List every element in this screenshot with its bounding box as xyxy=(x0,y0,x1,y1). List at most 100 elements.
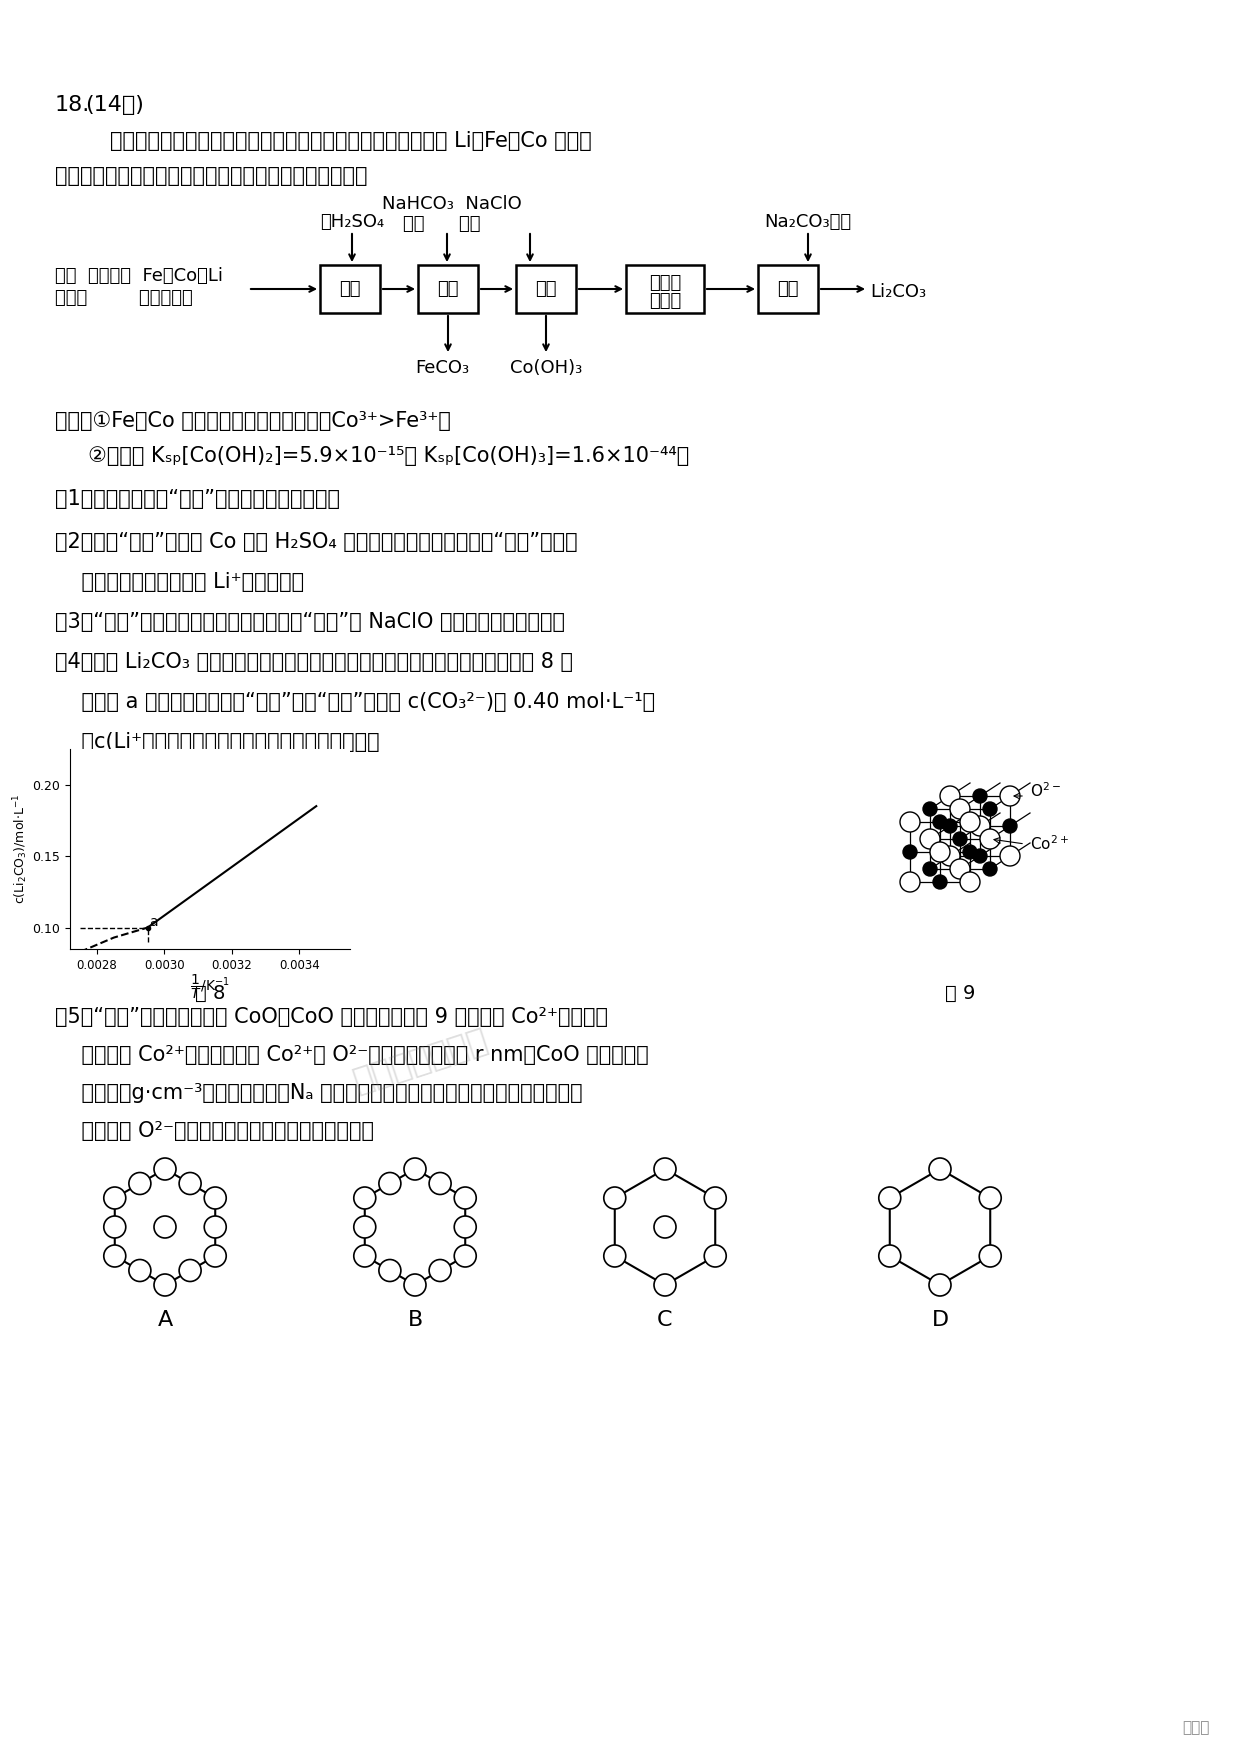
Circle shape xyxy=(973,789,987,803)
Text: （1）写出一种提高“酸浸”浸出率的途径＿＿＿。: （1）写出一种提高“酸浸”浸出率的途径＿＿＿。 xyxy=(55,489,340,509)
Circle shape xyxy=(654,1158,676,1180)
Circle shape xyxy=(920,830,939,849)
Bar xyxy=(516,265,576,312)
Circle shape xyxy=(961,872,980,893)
Circle shape xyxy=(903,845,917,859)
Text: a: a xyxy=(149,916,158,930)
Text: （2）写出“酸浸”时金属 Co 与稀 H₂SO₄ 反应的化学方程式＿＿＿；“酸浸”后溶液: （2）写出“酸浸”时金属 Co 与稀 H₂SO₄ 反应的化学方程式＿＿＿；“酸浸… xyxy=(55,531,577,553)
Text: 溶液      溶液: 溶液 溶液 xyxy=(403,216,480,233)
Text: 锂溶液: 锂溶液 xyxy=(649,291,681,310)
Circle shape xyxy=(951,800,970,819)
Text: （4）已知 Li₂CO₃ 是微溶于水的强电解质，其饱和水溶液的浓度与温度关系如图 8 所: （4）已知 Li₂CO₃ 是微溶于水的强电解质，其饱和水溶液的浓度与温度关系如图… xyxy=(55,652,573,672)
Circle shape xyxy=(104,1216,125,1238)
Circle shape xyxy=(354,1245,376,1266)
Circle shape xyxy=(405,1158,426,1180)
Circle shape xyxy=(900,812,920,831)
Circle shape xyxy=(429,1172,452,1194)
Y-axis label: c(Li$_2$CO$_3$)/mol$\cdot$L$^{-1}$: c(Li$_2$CO$_3$)/mol$\cdot$L$^{-1}$ xyxy=(11,795,30,903)
Circle shape xyxy=(970,816,990,837)
Circle shape xyxy=(930,1273,951,1296)
Text: 酸浸: 酸浸 xyxy=(339,281,361,298)
Text: (14分): (14分) xyxy=(84,95,144,116)
Circle shape xyxy=(454,1245,477,1266)
Text: C: C xyxy=(658,1310,673,1330)
Circle shape xyxy=(900,872,920,893)
Circle shape xyxy=(953,831,967,845)
Circle shape xyxy=(379,1172,401,1194)
Text: B: B xyxy=(407,1310,423,1330)
Circle shape xyxy=(943,819,957,833)
Circle shape xyxy=(104,1187,125,1209)
Circle shape xyxy=(983,802,997,816)
Text: 示，在 a 点对应条件下进行“沉锂”，若“沉锂”后溶液 c(CO₃²⁻)为 0.40 mol·L⁻¹，: 示，在 a 点对应条件下进行“沉锂”，若“沉锂”后溶液 c(CO₃²⁻)为 0.… xyxy=(55,693,655,712)
Text: O$^{2-}$: O$^{2-}$ xyxy=(1030,782,1061,800)
Text: 沉铁: 沉铁 xyxy=(437,281,459,298)
Circle shape xyxy=(704,1187,726,1209)
Text: 且相等的 Co²⁺有＿＿个；设 Co²⁺与 O²⁻的最近的核间距为 r nm，CoO 晶体的密度: 且相等的 Co²⁺有＿＿个；设 Co²⁺与 O²⁻的最近的核间距为 r nm，C… xyxy=(55,1045,649,1065)
Circle shape xyxy=(104,1245,125,1266)
Text: 为＿＿＿g·cm⁻³（列出计算式，Nₐ 为阿伏伽德罗常数的値）；该晶胞若沿体对角线: 为＿＿＿g·cm⁻³（列出计算式，Nₐ 为阿伏伽德罗常数的値）；该晶胞若沿体对角… xyxy=(55,1082,582,1103)
Circle shape xyxy=(983,861,997,875)
Circle shape xyxy=(930,842,951,861)
Text: 求c(Li⁺）（写出计算过程，保留两位有效数字）。: 求c(Li⁺）（写出计算过程，保留两位有效数字）。 xyxy=(55,731,380,752)
Circle shape xyxy=(354,1187,376,1209)
Text: （5）“沉钔”产物可用于制备 CoO，CoO 的晶胞结构如图 9 所示，与 Co²⁺距离最近: （5）“沉钔”产物可用于制备 CoO，CoO 的晶胞结构如图 9 所示，与 Co… xyxy=(55,1007,608,1028)
Circle shape xyxy=(429,1259,452,1282)
Circle shape xyxy=(154,1158,176,1180)
Text: 投影，则 O²⁻的投影图为＿＿＿（填字母选项）。: 投影，则 O²⁻的投影图为＿＿＿（填字母选项）。 xyxy=(55,1121,374,1142)
Text: 已知：①Fe、Co 是中等活泼金属，氧化性：Co³⁺>Fe³⁺；: 已知：①Fe、Co 是中等活泼金属，氧化性：Co³⁺>Fe³⁺； xyxy=(55,410,450,431)
Circle shape xyxy=(961,812,980,831)
Text: （3）“沉铁”反应的离子方程式是＿＿＿，“沉钔”时 NaClO 溶液的作用是＿＿＿。: （3）“沉铁”反应的离子方程式是＿＿＿，“沉钔”时 NaClO 溶液的作用是＿＿… xyxy=(55,612,565,631)
Text: 图 9: 图 9 xyxy=(944,984,975,1003)
Circle shape xyxy=(930,1158,951,1180)
Circle shape xyxy=(979,1187,1001,1209)
Bar xyxy=(418,265,478,312)
Circle shape xyxy=(963,845,977,859)
Circle shape xyxy=(205,1216,226,1238)
Text: FeCO₃: FeCO₃ xyxy=(414,360,469,377)
Circle shape xyxy=(179,1172,201,1194)
Circle shape xyxy=(939,845,961,866)
Text: 及其氧化物，回收利用其废料的一种简化工艺流程如下：: 及其氧化物，回收利用其废料的一种简化工艺流程如下： xyxy=(55,167,367,186)
Text: 中的金属阳离子主要有 Li⁺、＿＿＿。: 中的金属阳离子主要有 Li⁺、＿＿＿。 xyxy=(55,572,304,593)
Circle shape xyxy=(205,1187,226,1209)
Circle shape xyxy=(980,830,1000,849)
Circle shape xyxy=(923,802,937,816)
Circle shape xyxy=(879,1245,901,1266)
Circle shape xyxy=(454,1216,477,1238)
Circle shape xyxy=(154,1216,176,1238)
Text: ②常温下 Kₛₚ[Co(OH)₂]=5.9×10⁻¹⁵， Kₛₚ[Co(OH)₃]=1.6×10⁻⁴⁴。: ②常温下 Kₛₚ[Co(OH)₂]=5.9×10⁻¹⁵， Kₛₚ[Co(OH)₃… xyxy=(55,446,689,467)
Circle shape xyxy=(951,859,970,879)
Text: Na₂CO₃溶液: Na₂CO₃溶液 xyxy=(764,212,851,232)
Circle shape xyxy=(704,1245,726,1266)
Text: Co$^{2+}$: Co$^{2+}$ xyxy=(1030,835,1069,854)
Circle shape xyxy=(923,861,937,875)
Text: 锂电池         及其氧化物: 锂电池 及其氧化物 xyxy=(55,289,192,307)
Text: 本地屋: 本地屋 xyxy=(1183,1721,1210,1735)
Bar xyxy=(758,265,818,312)
Circle shape xyxy=(454,1187,477,1209)
Text: 沉钔: 沉钔 xyxy=(535,281,557,298)
Text: D: D xyxy=(932,1310,948,1330)
Circle shape xyxy=(1000,786,1020,807)
Circle shape xyxy=(979,1245,1001,1266)
Circle shape xyxy=(879,1187,901,1209)
Circle shape xyxy=(129,1172,151,1194)
Text: Li₂CO₃: Li₂CO₃ xyxy=(870,282,926,302)
Text: A: A xyxy=(158,1310,172,1330)
Text: 可溢性: 可溢性 xyxy=(649,274,681,291)
Text: 锂离子电池广泛应用于便携式电动设备，某锂离子电池废料含 Li、Fe、Co 等金属: 锂离子电池广泛应用于便携式电动设备，某锂离子电池废料含 Li、Fe、Co 等金属 xyxy=(110,132,592,151)
Circle shape xyxy=(154,1273,176,1296)
Circle shape xyxy=(354,1216,376,1238)
Circle shape xyxy=(1000,845,1020,866)
Circle shape xyxy=(933,875,947,889)
Circle shape xyxy=(179,1259,201,1282)
Text: 图 8: 图 8 xyxy=(195,984,225,1003)
Circle shape xyxy=(973,849,987,863)
Circle shape xyxy=(379,1259,401,1282)
Circle shape xyxy=(933,816,947,830)
Circle shape xyxy=(129,1259,151,1282)
Text: 废旧  系列操作  Fe、Co、Li: 废旧 系列操作 Fe、Co、Li xyxy=(55,267,223,284)
Circle shape xyxy=(405,1273,426,1296)
Circle shape xyxy=(604,1245,625,1266)
